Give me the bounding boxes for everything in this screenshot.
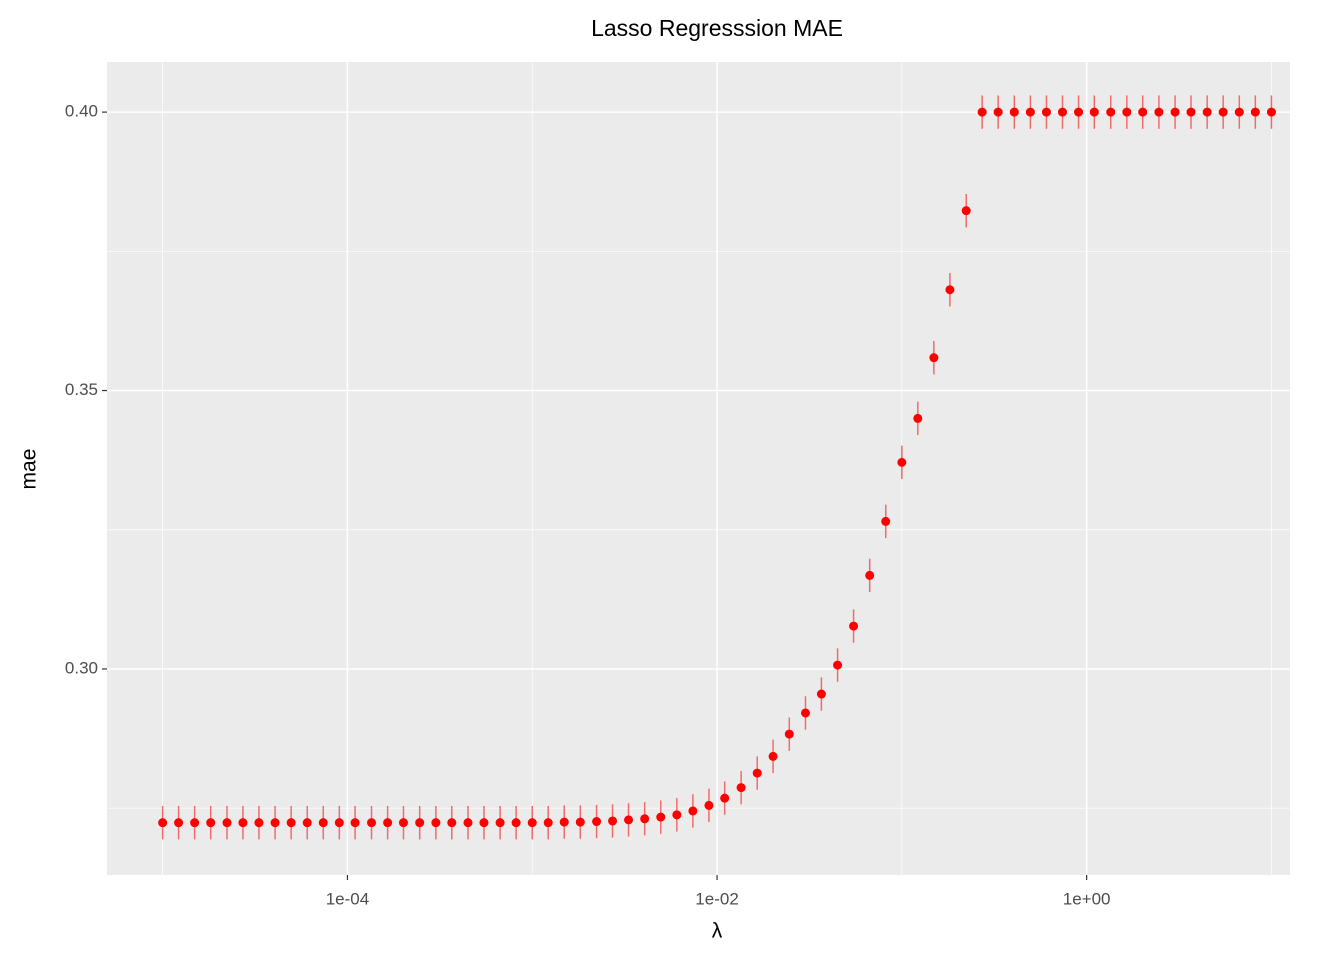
point [334,818,344,828]
point [1234,107,1244,117]
chart-title: Lasso Regresssion MAE [591,15,843,41]
point [1138,107,1148,117]
point [270,818,280,828]
point [1009,107,1019,117]
point [1266,107,1276,117]
point [350,818,360,828]
point [720,793,730,803]
point [190,818,200,828]
x-tick-label: 1e-04 [326,889,369,908]
point [640,814,650,824]
point [383,818,393,828]
point [511,818,521,828]
point [1057,107,1067,117]
point [656,812,666,822]
point [833,660,843,670]
point [254,818,264,828]
point [608,816,618,826]
point [238,818,248,828]
point [865,570,875,580]
point [415,818,425,828]
point [1122,107,1132,117]
point [1041,107,1051,117]
point [752,768,762,778]
point [575,817,585,827]
point [479,818,489,828]
point [1218,107,1228,117]
point [174,818,184,828]
point [1074,107,1084,117]
point [318,818,328,828]
point [367,818,377,828]
point [1154,107,1164,117]
point [881,516,891,526]
point [543,818,553,828]
point [1025,107,1035,117]
point [206,818,216,828]
point [527,818,537,828]
point [993,107,1003,117]
point [222,818,232,828]
point [302,818,312,828]
point [1250,107,1260,117]
point [624,815,634,825]
point [961,206,971,216]
y-tick-label: 0.40 [65,102,98,121]
point [913,413,923,423]
plot-panel [107,62,1290,875]
point [592,817,602,827]
point [1186,107,1196,117]
x-axis-label: λ [712,920,723,943]
point [559,817,569,827]
point [1202,107,1212,117]
point [431,818,441,828]
point [929,353,939,363]
point [816,689,826,699]
point [897,457,907,467]
point [784,729,794,739]
point [447,818,457,828]
point [688,806,698,816]
point [672,810,682,820]
point [1089,107,1099,117]
point [463,818,473,828]
y-axis-label: mae [18,449,41,490]
y-tick-label: 0.35 [65,380,98,399]
point [849,621,859,631]
point [1170,107,1180,117]
point [1106,107,1116,117]
y-tick-label: 0.30 [65,658,98,677]
x-tick-label: 1e-02 [695,889,738,908]
x-tick-label: 1e+00 [1063,889,1111,908]
point [768,751,778,761]
point [736,783,746,793]
point [977,107,987,117]
point [286,818,296,828]
point [704,800,714,810]
point [945,285,955,295]
point [158,818,168,828]
point [398,818,408,828]
point [800,708,810,718]
point [495,818,505,828]
